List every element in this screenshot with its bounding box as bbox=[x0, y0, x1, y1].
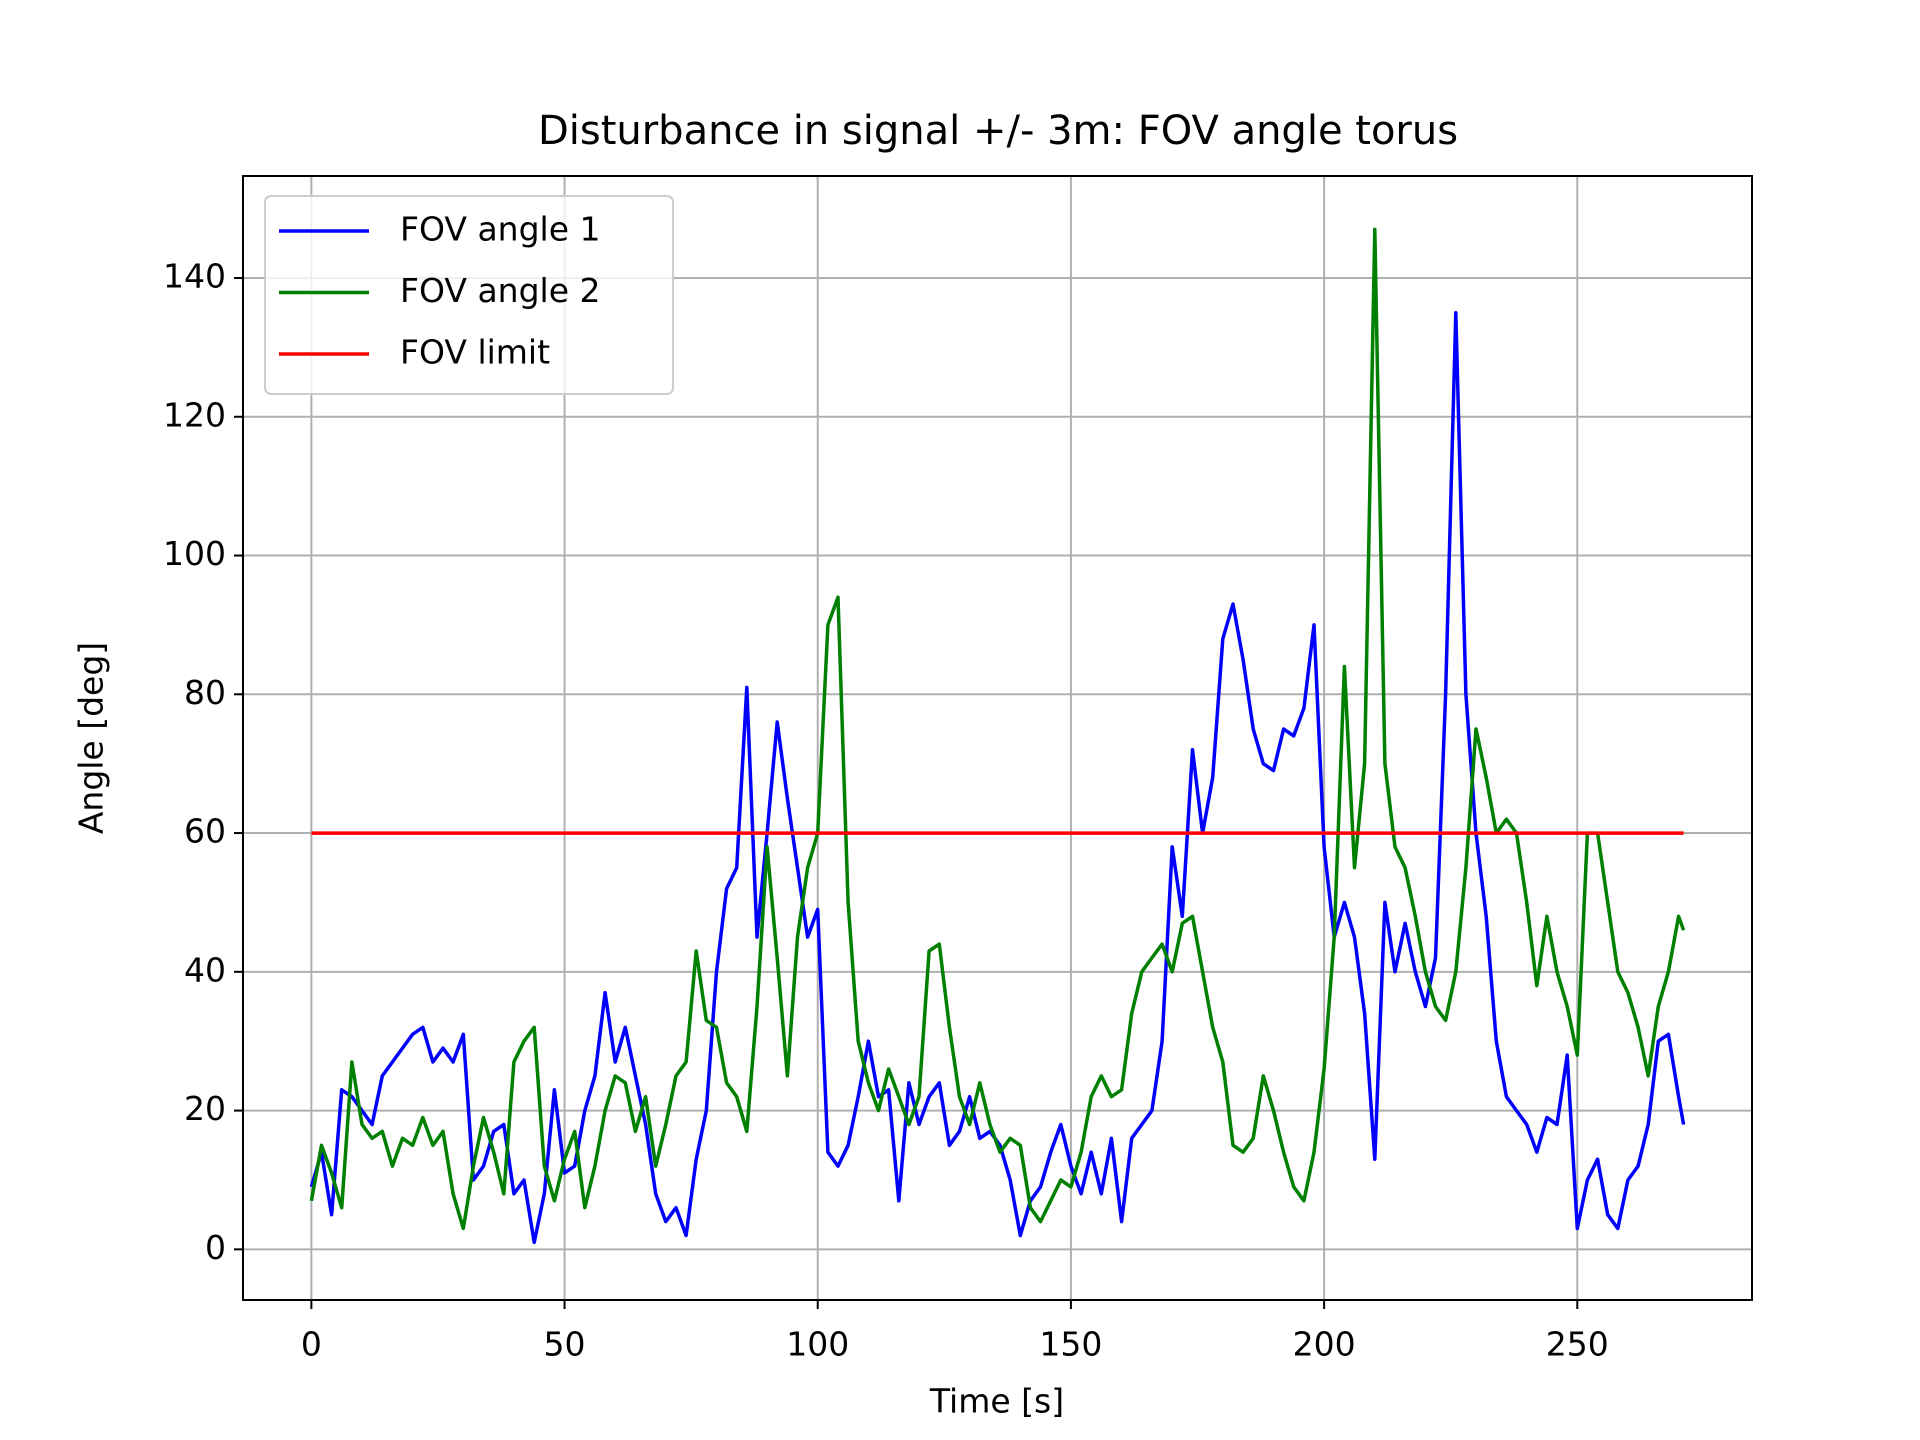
x-tick-label: 250 bbox=[1546, 1325, 1609, 1364]
x-tick-label: 200 bbox=[1293, 1325, 1356, 1364]
x-tick-label: 0 bbox=[301, 1325, 322, 1364]
plot-frame bbox=[242, 175, 1753, 1301]
data-line bbox=[309, 310, 1686, 1245]
x-tick-label: 100 bbox=[786, 1325, 849, 1364]
legend-label: FOV angle 2 bbox=[400, 271, 600, 310]
y-tick-label: 20 bbox=[184, 1089, 226, 1128]
legend-label: FOV angle 1 bbox=[400, 210, 600, 249]
data-line bbox=[309, 227, 1686, 1231]
y-tick-label: 100 bbox=[163, 534, 226, 573]
chart-title: Disturbance in signal +/- 3m: FOV angle … bbox=[538, 108, 1458, 154]
y-tick-label: 0 bbox=[205, 1228, 226, 1267]
y-tick-label: 40 bbox=[184, 950, 226, 989]
y-tick-label: 120 bbox=[163, 395, 226, 434]
legend-label: FOV limit bbox=[400, 333, 550, 372]
x-axis-label: Time [s] bbox=[929, 1382, 1064, 1421]
y-tick-label: 60 bbox=[184, 812, 226, 851]
y-tick-label: 140 bbox=[163, 256, 226, 295]
y-tick-label: 80 bbox=[184, 673, 226, 712]
y-axis-label: Angle [deg] bbox=[72, 642, 111, 834]
x-tick-label: 50 bbox=[544, 1325, 586, 1364]
x-tick-label: 150 bbox=[1039, 1325, 1102, 1364]
legend-box bbox=[264, 195, 674, 395]
